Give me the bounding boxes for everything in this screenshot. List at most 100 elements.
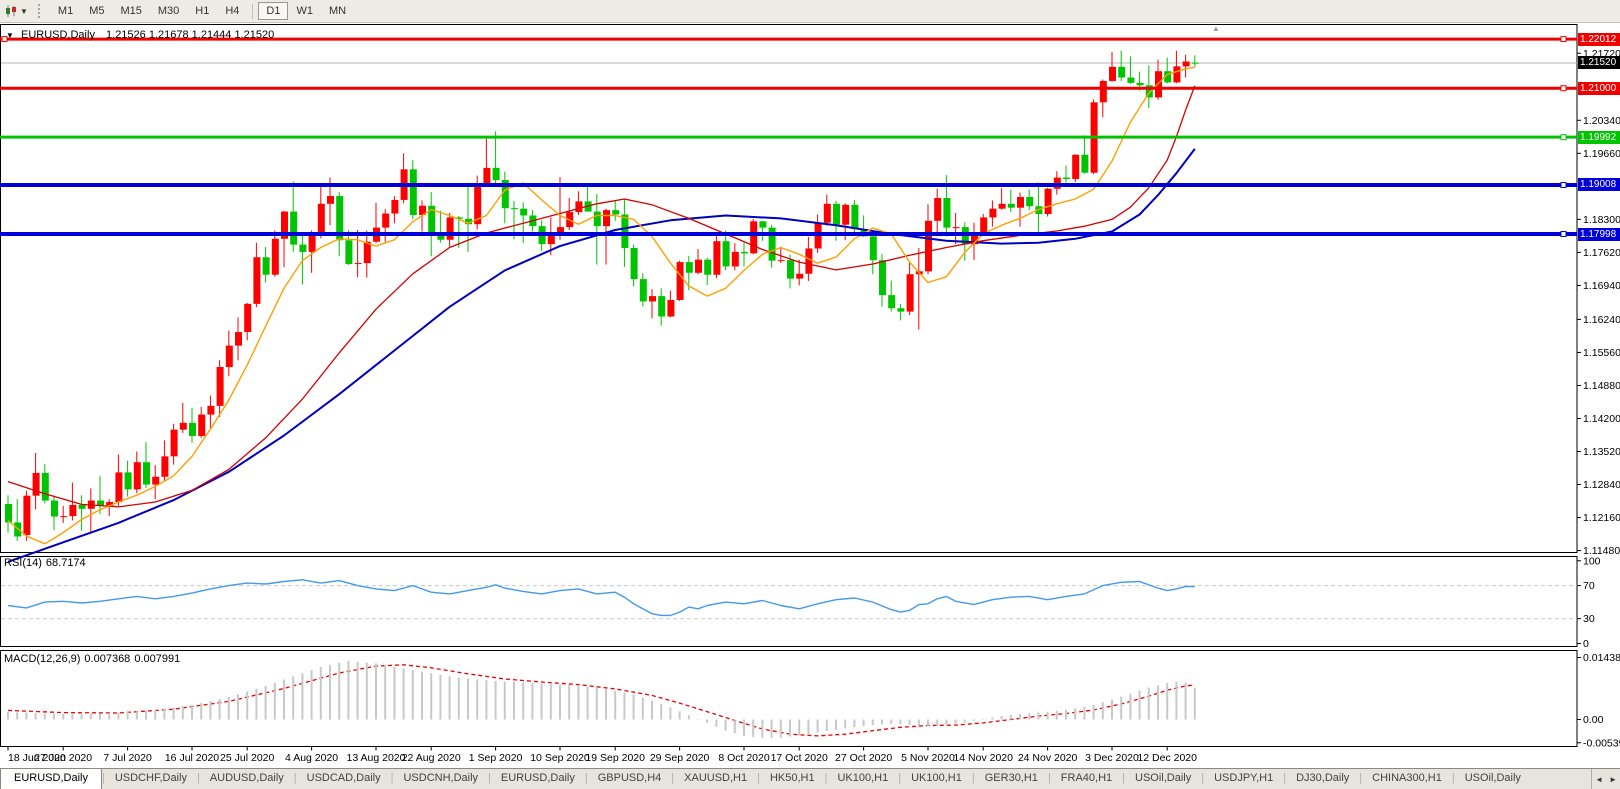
chart-tab-usdcad-daily[interactable]: USDCAD,Daily bbox=[306, 772, 381, 784]
bear-candle-body bbox=[612, 210, 620, 215]
bull-candle-body bbox=[382, 213, 390, 228]
timeframe-toolbar: ▼ M1 M5 M15 M30 H1 H4 D1 W1 MN bbox=[0, 0, 1620, 23]
date-label: 17 Oct 2020 bbox=[771, 752, 828, 764]
timeframe-button-D1[interactable]: D1 bbox=[258, 2, 289, 20]
chart-tab-uk100-h1[interactable]: UK100,H1 bbox=[911, 772, 962, 784]
toolbar-grip-handle[interactable] bbox=[37, 4, 44, 18]
bear-candle-body bbox=[124, 472, 132, 490]
chart-tab-fra40-h1[interactable]: FRA40,H1 bbox=[1060, 772, 1113, 784]
chart-type-dropdown-caret[interactable]: ▼ bbox=[20, 6, 28, 16]
timeframe-button-M30[interactable]: M30 bbox=[157, 5, 180, 17]
date-label: 8 Oct 2020 bbox=[718, 752, 770, 764]
bear-candle-body bbox=[851, 204, 859, 230]
chart-tab-hk50-h1[interactable]: HK50,H1 bbox=[769, 772, 815, 784]
date-label: 14 Nov 2020 bbox=[953, 752, 1013, 764]
svg-text:0: 0 bbox=[1583, 638, 1589, 650]
bear-candle-body bbox=[465, 218, 472, 225]
bear-candle-body bbox=[833, 203, 840, 225]
timeframe-button-M1[interactable]: M1 bbox=[57, 5, 74, 17]
bear-candle-body bbox=[511, 208, 518, 210]
svg-text:1.13520: 1.13520 bbox=[1583, 446, 1620, 458]
bull-candle-body bbox=[152, 476, 160, 485]
macd-name: MACD(12,26,9) bbox=[4, 653, 81, 665]
bear-candle-body bbox=[897, 308, 905, 312]
timeframe-button-W1[interactable]: W1 bbox=[296, 5, 313, 17]
chart-tab-gbpusd-h4[interactable]: GBPUSD,H4 bbox=[597, 772, 662, 784]
bear-candle-body bbox=[888, 295, 896, 309]
date-label: 5 Nov 2020 bbox=[901, 752, 955, 764]
bull-candle-body bbox=[1109, 66, 1116, 81]
bull-candle-body bbox=[207, 405, 215, 415]
bear-candle-body bbox=[97, 500, 104, 506]
chart-tab-usoil-daily[interactable]: USOil,Daily bbox=[1135, 772, 1192, 784]
horizontal-level-lines bbox=[0, 36, 1577, 238]
rsi-panel[interactable]: 100 70 30 0 bbox=[1, 555, 1601, 650]
line-endpoint-handle[interactable] bbox=[1560, 36, 1567, 43]
bear-candle-body bbox=[41, 472, 49, 501]
timeframe-button-MN[interactable]: MN bbox=[328, 5, 347, 17]
bull-candle-body bbox=[1182, 61, 1190, 67]
bull-candle-body bbox=[354, 263, 362, 265]
chart-type-button[interactable]: ▼ bbox=[0, 2, 32, 20]
timeframe-button-M5[interactable]: M5 bbox=[89, 5, 105, 17]
bull-candle-body bbox=[777, 260, 785, 262]
bull-candle-body bbox=[989, 208, 997, 218]
bear-candle-body bbox=[409, 169, 417, 215]
line-endpoint-handle[interactable] bbox=[1560, 181, 1567, 188]
tab-separator: | bbox=[101, 772, 105, 784]
bear-candle-body bbox=[1136, 82, 1144, 86]
chart-shift-marker[interactable]: ▲ bbox=[1212, 24, 1220, 33]
bear-candle-body bbox=[1026, 197, 1034, 207]
bull-candle-body bbox=[925, 220, 932, 272]
bull-candle-body bbox=[823, 203, 831, 223]
chart-tab-eurusd-daily[interactable]: EURUSD,Daily bbox=[500, 772, 575, 784]
chart-tab-usdjpy-h1[interactable]: USDJPY,H1 bbox=[1214, 772, 1274, 784]
chart-tab-audusd-daily[interactable]: AUDUSD,Daily bbox=[209, 772, 284, 784]
bull-candle-body bbox=[161, 456, 169, 477]
price-badge: 1.19008 bbox=[1578, 178, 1620, 191]
chart-tab-usdcnh-daily[interactable]: USDCNH,Daily bbox=[403, 772, 479, 784]
line-endpoint-handle[interactable] bbox=[1560, 85, 1567, 92]
chart-tab-usoil-daily[interactable]: USOil,Daily bbox=[1464, 772, 1521, 784]
date-label: 1 Sep 2020 bbox=[469, 752, 523, 764]
bull-candle-body bbox=[603, 210, 610, 227]
chart-tab-china300-h1[interactable]: CHINA300,H1 bbox=[1372, 772, 1442, 784]
chart-tab-dj30-daily[interactable]: DJ30,Daily bbox=[1296, 772, 1350, 784]
chart-tab-ger30-h1[interactable]: GER30,H1 bbox=[984, 772, 1038, 784]
symbol-dropdown-caret[interactable]: ▼ bbox=[6, 31, 14, 40]
timeframe-button-H1[interactable]: H1 bbox=[195, 5, 210, 17]
chart-tab-usdchf-daily[interactable]: USDCHF,Daily bbox=[114, 772, 187, 784]
bull-candle-body bbox=[547, 233, 555, 245]
bear-candle-body bbox=[1063, 177, 1070, 180]
bull-candle-body bbox=[60, 516, 68, 518]
price-badge: 1.21000 bbox=[1578, 82, 1620, 95]
bull-candle-body bbox=[575, 201, 583, 213]
chart-tab-eurusd-daily[interactable]: EURUSD,Daily bbox=[0, 769, 102, 789]
bull-candle-body bbox=[106, 502, 114, 506]
price-badge: 1.17998 bbox=[1578, 228, 1620, 241]
bull-candle-body bbox=[446, 217, 454, 240]
date-label: 25 Jul 2020 bbox=[220, 752, 274, 764]
tabs-scroll-right-icon[interactable]: ► bbox=[1609, 774, 1617, 784]
tabs-scroll-left-icon[interactable]: ◄ bbox=[1595, 774, 1604, 784]
bull-candle-body bbox=[676, 262, 684, 300]
chart-tab-xauusd-h1[interactable]: XAUUSD,H1 bbox=[684, 772, 748, 784]
line-endpoint-handle[interactable] bbox=[1560, 134, 1567, 141]
chart-tab-uk100-h1[interactable]: UK100,H1 bbox=[837, 772, 889, 784]
date-label: 18 Jun 2020 bbox=[8, 752, 66, 764]
timeframe-button-M15[interactable]: M15 bbox=[120, 5, 142, 17]
tab-separator: | bbox=[196, 772, 200, 784]
timeframe-button-H4[interactable]: H4 bbox=[225, 5, 240, 17]
line-endpoint-handle[interactable] bbox=[1560, 231, 1567, 238]
tab-separator: | bbox=[824, 772, 828, 784]
bull-candle-body bbox=[225, 345, 233, 367]
tab-separator: | bbox=[971, 772, 975, 784]
bull-candle-body bbox=[327, 196, 334, 204]
bull-candle-body bbox=[115, 472, 123, 503]
line-endpoint-handle[interactable] bbox=[1, 36, 8, 43]
bear-candle-body bbox=[658, 296, 666, 317]
date-label: 12 Dec 2020 bbox=[1137, 752, 1197, 764]
tab-separator: | bbox=[1283, 772, 1287, 784]
bull-candle-body bbox=[363, 241, 371, 264]
